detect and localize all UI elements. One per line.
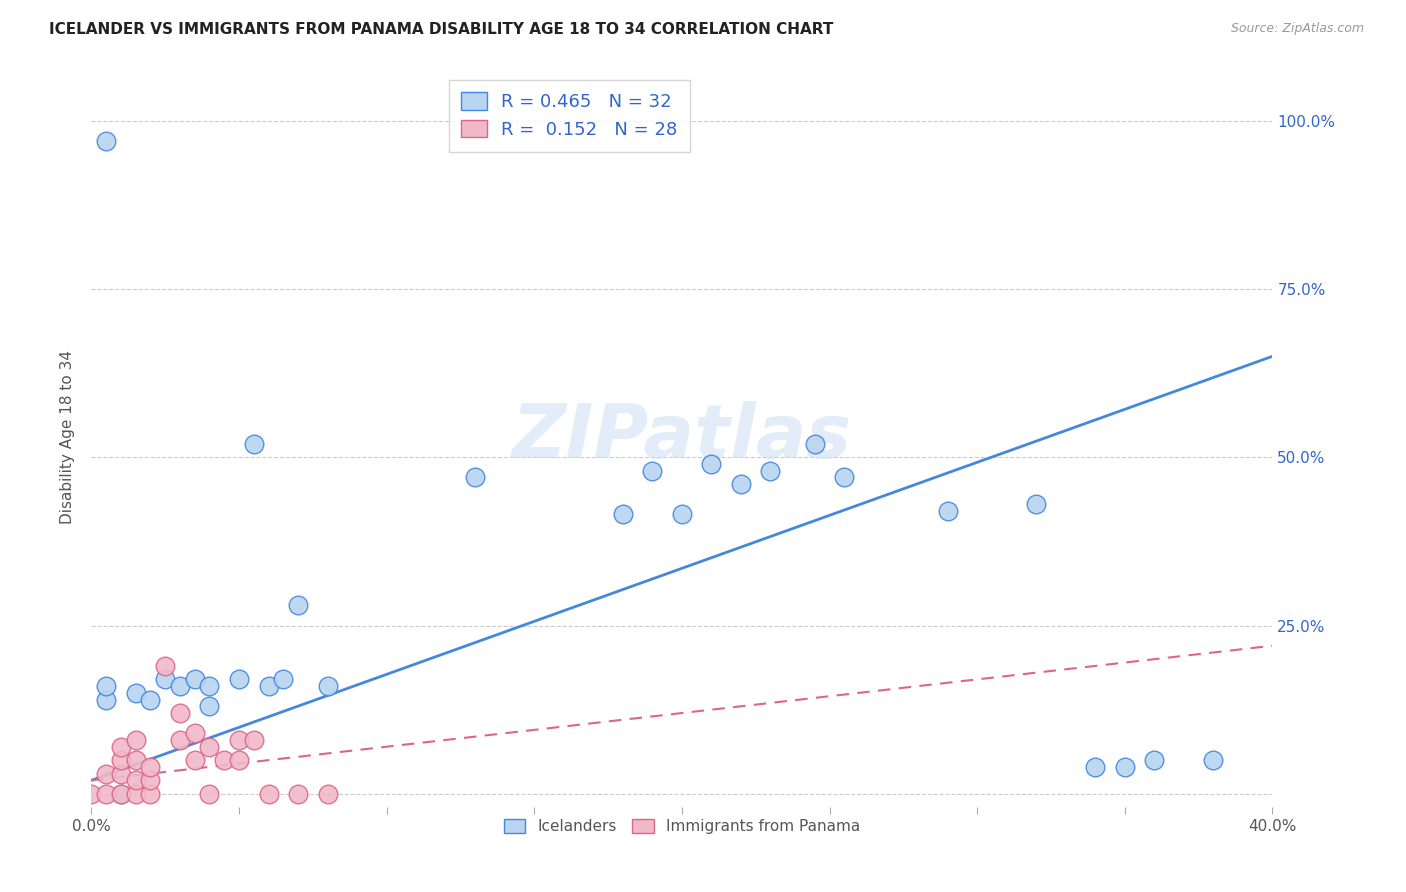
Y-axis label: Disability Age 18 to 34: Disability Age 18 to 34	[60, 350, 76, 524]
Point	[96, 787, 118, 801]
Point	[96, 679, 118, 693]
Point	[183, 753, 207, 767]
Point	[464, 470, 486, 484]
Point	[110, 787, 132, 801]
Point	[198, 739, 221, 754]
Point	[1202, 753, 1225, 767]
Point	[96, 134, 118, 148]
Point	[228, 673, 250, 687]
Point	[110, 739, 132, 754]
Point	[228, 733, 250, 747]
Point	[1084, 760, 1107, 774]
Point	[759, 464, 782, 478]
Point	[612, 508, 634, 522]
Point	[124, 787, 148, 801]
Point	[730, 477, 752, 491]
Point	[183, 673, 207, 687]
Point	[243, 437, 266, 451]
Text: ICELANDER VS IMMIGRANTS FROM PANAMA DISABILITY AGE 18 TO 34 CORRELATION CHART: ICELANDER VS IMMIGRANTS FROM PANAMA DISA…	[49, 22, 834, 37]
Point	[153, 659, 177, 673]
Point	[214, 753, 236, 767]
Point	[139, 787, 162, 801]
Point	[243, 733, 266, 747]
Text: Source: ZipAtlas.com: Source: ZipAtlas.com	[1230, 22, 1364, 36]
Point	[169, 706, 191, 720]
Point	[936, 504, 959, 518]
Point	[641, 464, 664, 478]
Point	[80, 787, 103, 801]
Point	[153, 673, 177, 687]
Point	[198, 699, 221, 714]
Point	[169, 733, 191, 747]
Point	[700, 457, 723, 471]
Point	[257, 679, 280, 693]
Point	[110, 753, 132, 767]
Point	[316, 787, 339, 801]
Point	[1114, 760, 1136, 774]
Point	[198, 679, 221, 693]
Point	[287, 787, 309, 801]
Legend: Icelanders, Immigrants from Panama: Icelanders, Immigrants from Panama	[498, 813, 866, 840]
Point	[316, 679, 339, 693]
Point	[228, 753, 250, 767]
Point	[1143, 753, 1166, 767]
Point	[287, 599, 309, 613]
Point	[124, 753, 148, 767]
Point	[183, 726, 207, 740]
Point	[257, 787, 280, 801]
Point	[804, 437, 827, 451]
Text: ZIPatlas: ZIPatlas	[512, 401, 852, 474]
Point	[124, 733, 148, 747]
Point	[96, 766, 118, 780]
Point	[671, 508, 693, 522]
Point	[139, 760, 162, 774]
Point	[124, 686, 148, 700]
Point	[1025, 497, 1047, 511]
Point	[124, 773, 148, 788]
Point	[139, 773, 162, 788]
Point	[273, 673, 295, 687]
Point	[110, 766, 132, 780]
Point	[832, 470, 855, 484]
Point	[139, 692, 162, 706]
Point	[169, 679, 191, 693]
Point	[198, 787, 221, 801]
Point	[96, 692, 118, 706]
Point	[110, 787, 132, 801]
